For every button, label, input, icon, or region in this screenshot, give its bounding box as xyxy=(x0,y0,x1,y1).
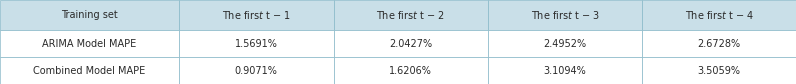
Bar xyxy=(179,30,334,57)
Text: The firs$t$ t − 1: The firs$t$ t − 1 xyxy=(222,9,291,21)
Text: The firs$t$ t − 4: The firs$t$ t − 4 xyxy=(685,9,754,21)
Text: 3.5059%: 3.5059% xyxy=(697,66,741,76)
Text: Training set: Training set xyxy=(61,10,118,20)
Bar xyxy=(334,30,488,57)
Bar xyxy=(0,30,179,57)
Bar xyxy=(488,57,642,84)
Text: 3.1094%: 3.1094% xyxy=(544,66,587,76)
Bar xyxy=(0,0,179,30)
Text: 2.0427%: 2.0427% xyxy=(389,39,432,49)
Text: The firs$t$ t − 2: The firs$t$ t − 2 xyxy=(377,9,445,21)
Bar xyxy=(0,57,179,84)
Text: 1.5691%: 1.5691% xyxy=(235,39,278,49)
Bar xyxy=(642,0,796,30)
Bar xyxy=(179,0,334,30)
Text: 1.6206%: 1.6206% xyxy=(389,66,432,76)
Bar xyxy=(642,57,796,84)
Bar xyxy=(488,30,642,57)
Text: ARIMA Model MAPE: ARIMA Model MAPE xyxy=(42,39,137,49)
Bar xyxy=(179,57,334,84)
Bar xyxy=(334,57,488,84)
Text: The firs$t$ t − 3: The firs$t$ t − 3 xyxy=(531,9,599,21)
Text: 2.4952%: 2.4952% xyxy=(544,39,587,49)
Bar xyxy=(334,0,488,30)
Text: 2.6728%: 2.6728% xyxy=(697,39,741,49)
Bar xyxy=(488,0,642,30)
Text: 0.9071%: 0.9071% xyxy=(235,66,278,76)
Text: Combined Model MAPE: Combined Model MAPE xyxy=(33,66,146,76)
Bar xyxy=(642,30,796,57)
